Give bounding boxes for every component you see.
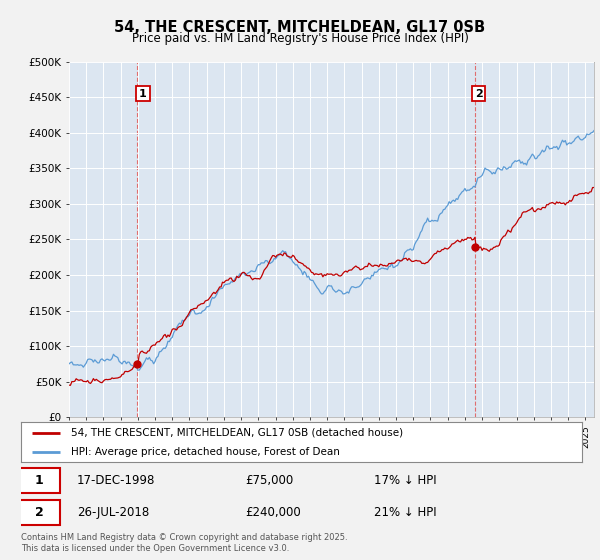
Text: 2: 2 — [475, 88, 482, 99]
Text: 17% ↓ HPI: 17% ↓ HPI — [374, 474, 437, 487]
Text: HPI: Average price, detached house, Forest of Dean: HPI: Average price, detached house, Fore… — [71, 447, 340, 457]
Text: 1: 1 — [35, 474, 43, 487]
Text: 54, THE CRESCENT, MITCHELDEAN, GL17 0SB (detached house): 54, THE CRESCENT, MITCHELDEAN, GL17 0SB … — [71, 428, 404, 438]
Text: 1: 1 — [139, 88, 147, 99]
Text: 26-JUL-2018: 26-JUL-2018 — [77, 506, 149, 519]
Text: Contains HM Land Registry data © Crown copyright and database right 2025.
This d: Contains HM Land Registry data © Crown c… — [21, 533, 347, 553]
Text: 21% ↓ HPI: 21% ↓ HPI — [374, 506, 437, 519]
FancyBboxPatch shape — [18, 468, 60, 493]
Text: £240,000: £240,000 — [245, 506, 301, 519]
Text: £75,000: £75,000 — [245, 474, 293, 487]
Text: 54, THE CRESCENT, MITCHELDEAN, GL17 0SB: 54, THE CRESCENT, MITCHELDEAN, GL17 0SB — [115, 20, 485, 35]
Text: 17-DEC-1998: 17-DEC-1998 — [77, 474, 155, 487]
FancyBboxPatch shape — [18, 500, 60, 525]
Text: 2: 2 — [35, 506, 43, 519]
Text: Price paid vs. HM Land Registry's House Price Index (HPI): Price paid vs. HM Land Registry's House … — [131, 32, 469, 45]
